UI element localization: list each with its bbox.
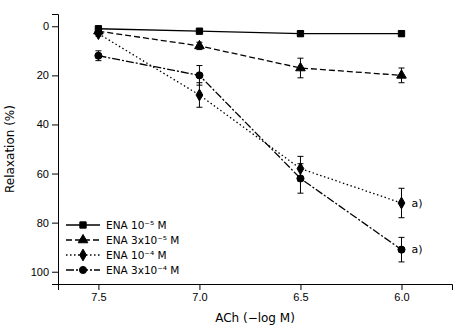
x-tick: 6.5 <box>293 284 308 303</box>
x-tick-mark <box>300 284 301 290</box>
legend-item: ENA 10⁻⁴ M <box>66 249 167 261</box>
marker <box>196 28 202 34</box>
y-tick-mark <box>52 75 58 76</box>
x-tick: 6.0 <box>394 284 409 303</box>
plot: 7.57.06.56.0020406080100a)a)ENA 10⁻⁵ MEN… <box>31 15 453 303</box>
x-tick-label: 6.0 <box>394 291 409 303</box>
marker <box>398 197 405 209</box>
legend-marker <box>79 266 86 273</box>
marker <box>196 72 203 79</box>
y-axis-line <box>52 15 59 285</box>
legend-label: ENA 3x10⁻⁴ M <box>106 264 179 276</box>
x-axis: 7.5 7.0 6.5 6.0 <box>59 284 453 303</box>
y-tick-mark <box>52 26 58 27</box>
legend-label: ENA 10⁻⁴ M <box>106 249 167 261</box>
annotation: a) <box>411 197 422 210</box>
marker <box>95 28 102 40</box>
error-bar <box>196 66 202 86</box>
y-tick: 0 <box>43 20 58 32</box>
legend-marker <box>78 234 88 242</box>
error-bar <box>95 51 101 61</box>
error-bar <box>398 31 404 36</box>
y-tick: 60 <box>37 168 58 180</box>
x-tick-label: 6.5 <box>293 291 308 303</box>
annotation: a) <box>411 243 422 256</box>
marks <box>94 26 407 262</box>
series-line <box>98 29 401 34</box>
marker <box>296 62 306 70</box>
y-tick-mark <box>52 223 58 224</box>
legend-item: ENA 3x10⁻⁵ M <box>66 234 179 246</box>
y-tick: 100 <box>31 266 58 278</box>
x-tick: 7.0 <box>192 284 207 303</box>
marker <box>398 30 404 36</box>
marker <box>95 52 102 59</box>
series <box>95 51 405 262</box>
series-line <box>98 31 401 75</box>
legend-label: ENA 3x10⁻⁵ M <box>106 234 179 246</box>
marker <box>397 70 407 78</box>
chart: 7.57.06.56.0020406080100a)a)ENA 10⁻⁵ MEN… <box>0 0 474 330</box>
y-tick: 40 <box>37 118 58 130</box>
series <box>94 26 407 83</box>
y-tick: 20 <box>37 69 58 81</box>
x-axis-line <box>59 285 453 291</box>
y-tick-mark <box>52 174 58 175</box>
series <box>95 26 404 37</box>
y-tick-mark <box>52 124 58 125</box>
legend-label: ENA 10⁻⁵ M <box>106 219 167 231</box>
marker <box>195 40 205 48</box>
error-bar <box>196 83 202 108</box>
legend-marker <box>80 249 87 261</box>
series-line <box>98 34 401 203</box>
y-tick: 80 <box>37 217 58 229</box>
marker <box>196 89 203 101</box>
x-tick-mark <box>98 284 99 290</box>
legend-item: ENA 10⁻⁵ M <box>66 219 167 231</box>
x-tick-mark <box>199 284 200 290</box>
y-tick-label: 80 <box>37 217 49 229</box>
x-tick-label: 7.5 <box>91 291 106 303</box>
x-tick: 7.5 <box>91 284 106 303</box>
y-tick-label: 0 <box>43 20 49 32</box>
series-line <box>98 56 401 250</box>
x-tick-mark <box>401 284 402 290</box>
marker <box>297 30 303 36</box>
series <box>95 28 405 218</box>
error-bar <box>297 31 303 36</box>
error-bar <box>398 237 404 262</box>
x-axis-title: ACh (−log M) <box>215 311 295 325</box>
y-tick-label: 60 <box>37 168 49 180</box>
marker <box>297 175 304 182</box>
y-tick-label: 20 <box>37 69 49 81</box>
y-tick-label: 100 <box>31 266 49 278</box>
error-bar <box>297 164 303 193</box>
error-bar <box>398 188 404 217</box>
y-axis: 0 20 40 60 80 100 <box>31 15 59 285</box>
legend: ENA 10⁻⁵ M ENA 3x10⁻⁵ M ENA 10⁻⁴ M ENA 3x10… <box>66 219 179 276</box>
legend-item: ENA 3x10⁻⁴ M <box>66 264 179 276</box>
y-tick-label: 40 <box>37 118 49 130</box>
marker <box>398 246 405 253</box>
legend-marker <box>80 222 86 228</box>
y-tick-mark <box>52 272 58 273</box>
y-axis-title: Relaxation (%) <box>3 105 17 193</box>
x-tick-label: 7.0 <box>192 291 207 303</box>
